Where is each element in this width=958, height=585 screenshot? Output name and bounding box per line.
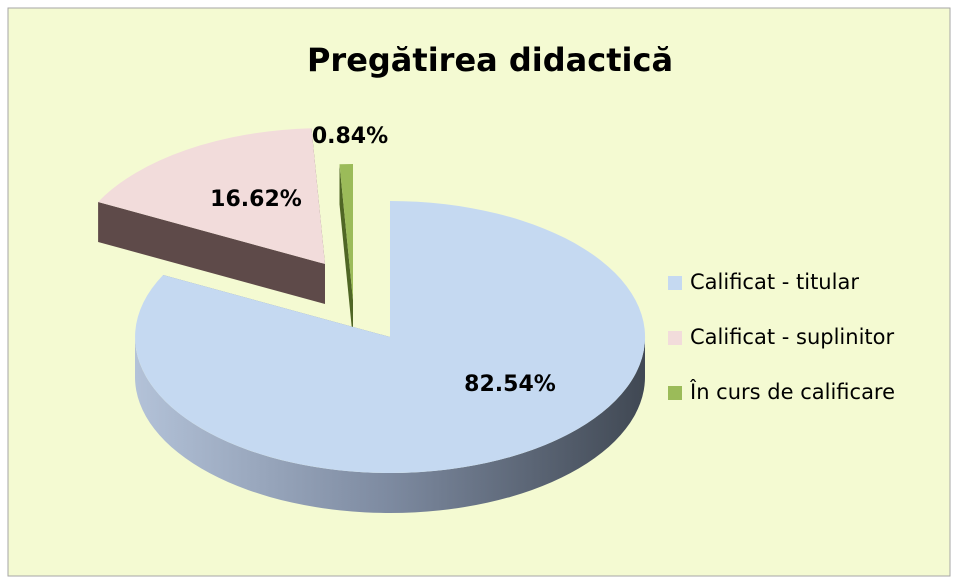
legend-swatch xyxy=(668,276,682,290)
slice xyxy=(98,128,325,264)
legend-swatch xyxy=(668,386,682,400)
chart-title: Pregătirea didactică xyxy=(307,41,673,79)
legend-label: Calificat - titular xyxy=(690,270,859,294)
legend-swatch xyxy=(668,331,682,345)
slice xyxy=(339,164,353,300)
pie: 82.54% 16.62% 0.84% xyxy=(98,124,646,513)
legend-label: În curs de calificare xyxy=(689,379,895,404)
slice-wall xyxy=(339,164,353,340)
slice-side xyxy=(135,337,645,513)
slice-wall xyxy=(98,202,325,304)
data-label: 16.62% xyxy=(210,187,302,212)
legend: Calificat - titular Calificat - suplinito… xyxy=(668,270,895,404)
data-label: 82.54% xyxy=(464,372,556,397)
legend-label: Calificat - suplinitor xyxy=(690,325,894,349)
slice xyxy=(135,201,646,474)
data-label: 0.84% xyxy=(312,124,388,149)
